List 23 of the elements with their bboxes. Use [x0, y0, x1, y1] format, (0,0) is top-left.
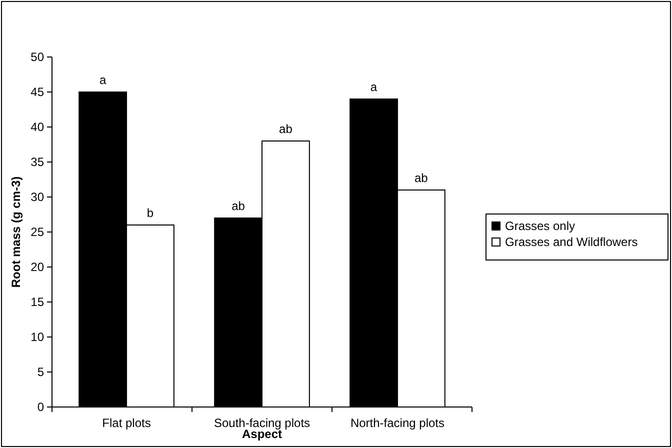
y-tick-label: 10 — [30, 330, 44, 344]
y-tick-label: 15 — [30, 295, 44, 309]
y-tick-label: 0 — [37, 400, 44, 414]
data-label: b — [146, 206, 154, 220]
y-tick-label: 50 — [30, 50, 44, 64]
legend-label: Grasses only — [505, 219, 576, 233]
y-tick-label: 45 — [30, 85, 44, 99]
data-label: a — [370, 80, 378, 94]
data-label: ab — [279, 122, 293, 136]
y-tick-label: 5 — [37, 365, 44, 379]
y-tick-label: 25 — [30, 225, 44, 239]
x-tick-label: South-facing plots — [214, 416, 310, 430]
x-tick-label: Flat plots — [102, 416, 151, 430]
y-tick-label: 20 — [30, 260, 44, 274]
y-tick-label: 30 — [30, 190, 44, 204]
data-label: a — [99, 73, 106, 87]
y-tick-label: 40 — [30, 120, 44, 134]
data-label: ab — [232, 199, 246, 213]
legend-label: Grasses and Wildflowers — [505, 235, 638, 249]
y-axis-title: Root mass (g cm-3) — [9, 176, 23, 288]
y-tick-label: 35 — [30, 155, 44, 169]
data-label: ab — [414, 171, 428, 185]
x-tick-label: North-facing plots — [350, 416, 445, 430]
